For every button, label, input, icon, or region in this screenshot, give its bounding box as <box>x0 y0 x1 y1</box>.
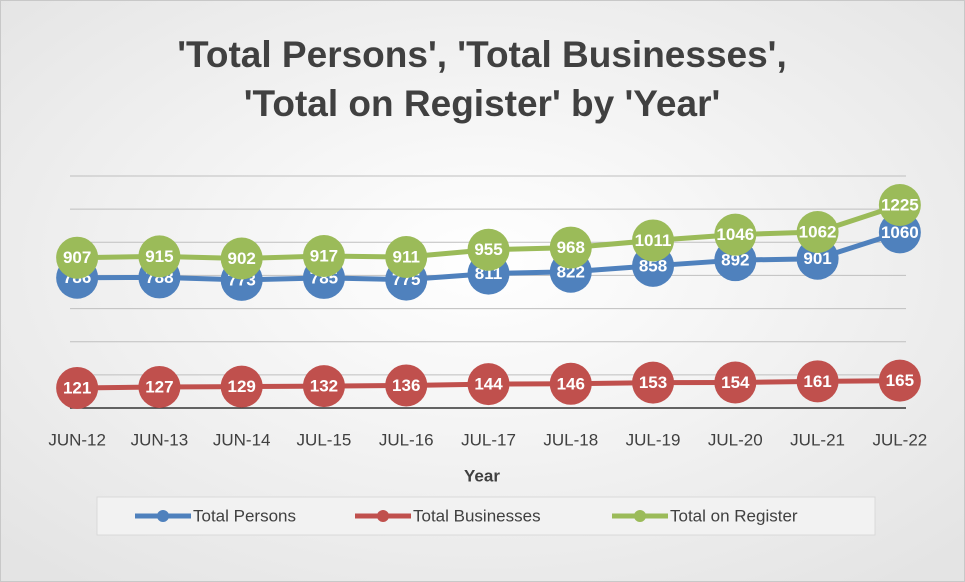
data-point <box>138 365 181 408</box>
data-point <box>220 365 263 408</box>
data-label: 161 <box>803 372 831 391</box>
data-label: 858 <box>639 256 667 275</box>
chart-title: 'Total Persons', 'Total Businesses', <box>177 34 787 75</box>
data-point <box>56 236 99 279</box>
legend-marker <box>157 510 169 522</box>
data-label: 144 <box>474 375 503 394</box>
data-label: 146 <box>557 374 585 393</box>
data-point <box>549 362 592 405</box>
data-point <box>796 360 839 403</box>
data-label: 901 <box>803 249 831 268</box>
x-axis-title: Year <box>464 466 500 485</box>
data-point <box>714 361 757 404</box>
data-label: 165 <box>886 371 914 390</box>
data-point <box>714 213 757 256</box>
data-point <box>878 359 921 402</box>
data-point <box>385 364 428 407</box>
data-point <box>56 366 99 409</box>
data-point <box>138 235 181 278</box>
data-point <box>302 365 345 408</box>
data-label: 907 <box>63 248 91 267</box>
data-label: 892 <box>721 251 749 270</box>
x-tick-label: JUL-18 <box>543 430 598 449</box>
x-tick-label: JUN-13 <box>131 430 189 449</box>
data-point <box>632 219 675 262</box>
data-label: 1046 <box>716 225 754 244</box>
data-label: 911 <box>393 248 420 267</box>
data-label: 154 <box>721 373 750 392</box>
data-label: 153 <box>639 373 667 392</box>
x-tick-label: JUL-17 <box>461 430 516 449</box>
data-label: 1062 <box>799 222 837 241</box>
legend <box>96 496 876 536</box>
x-tick-label: JUL-16 <box>379 430 434 449</box>
data-point <box>220 237 263 280</box>
data-label: 955 <box>474 240 502 259</box>
x-tick-label: JUL-20 <box>708 430 763 449</box>
data-label: 121 <box>63 378 91 397</box>
x-tick-label: JUN-14 <box>213 430 271 449</box>
x-tick-label: JUL-22 <box>872 430 927 449</box>
data-label: 1060 <box>881 223 919 242</box>
data-label: 968 <box>557 238 585 257</box>
data-label: 917 <box>310 247 338 266</box>
data-point <box>302 235 345 278</box>
x-tick-label: JUL-19 <box>626 430 681 449</box>
legend-marker <box>377 510 389 522</box>
data-label: 129 <box>227 377 255 396</box>
data-point <box>878 184 921 226</box>
data-point <box>467 228 510 271</box>
data-label: 1225 <box>881 195 919 214</box>
data-label: 915 <box>145 247 173 266</box>
data-point <box>549 226 592 269</box>
x-tick-label: JUL-21 <box>790 430 845 449</box>
data-point <box>632 361 675 404</box>
x-tick-label: JUN-12 <box>48 430 106 449</box>
x-tick-label: JUL-15 <box>297 430 352 449</box>
data-label: 127 <box>145 377 173 396</box>
data-label: 136 <box>392 376 420 395</box>
legend-label: Total on Register <box>670 506 798 525</box>
data-point <box>385 236 428 279</box>
data-label: 902 <box>227 249 255 268</box>
legend-label: Total Businesses <box>413 506 541 525</box>
legend-label: Total Persons <box>193 506 296 525</box>
chart-title: 'Total on Register' by 'Year' <box>244 83 721 124</box>
data-label: 132 <box>310 377 338 396</box>
data-point <box>796 211 839 254</box>
data-point <box>467 363 510 406</box>
data-label: 1011 <box>635 231 672 250</box>
legend-marker <box>634 510 646 522</box>
